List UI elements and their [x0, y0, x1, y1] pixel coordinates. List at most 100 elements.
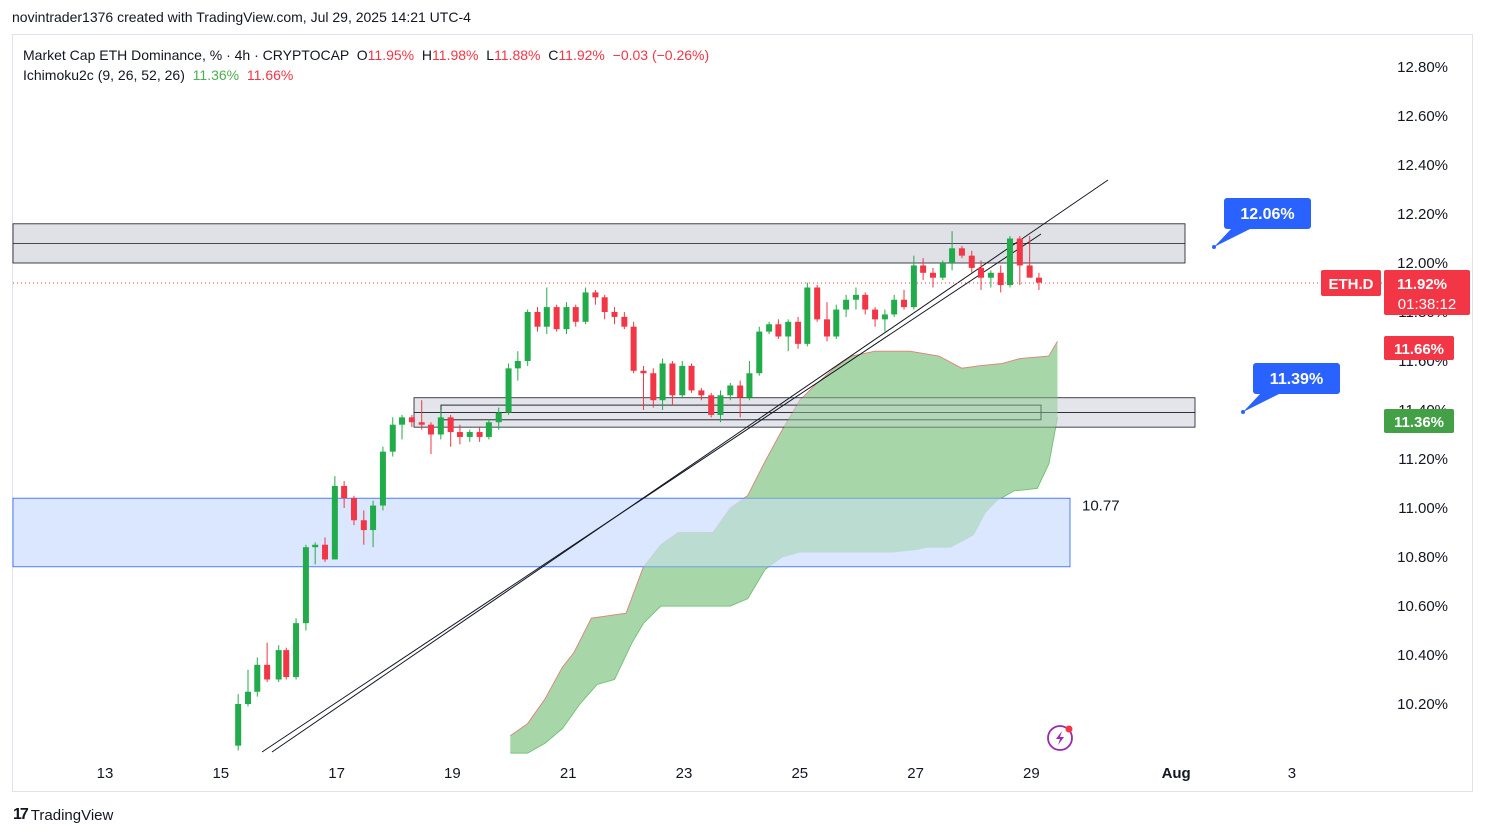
candle-body [572, 307, 579, 322]
alert-icon [1047, 725, 1073, 751]
candle-body [688, 365, 695, 391]
y-tick-label: 10.40% [1397, 647, 1448, 664]
candle [910, 255, 917, 310]
candle-body [929, 272, 936, 278]
candle-body [563, 307, 570, 330]
candle [601, 294, 608, 320]
x-tick-label: 13 [97, 765, 114, 782]
y-tick-label: 12.60% [1397, 108, 1448, 125]
candle-body [293, 623, 300, 678]
candle [476, 427, 483, 442]
candle [437, 410, 444, 440]
candle-body [350, 498, 357, 521]
candle [350, 495, 357, 526]
candle-body [341, 485, 348, 499]
callout-text: 11.39% [1270, 371, 1323, 388]
candle [399, 414, 406, 440]
candle [283, 647, 290, 680]
candle [688, 363, 695, 393]
x-tick-label: 17 [328, 765, 345, 782]
y-tick-label: 10.60% [1397, 598, 1448, 615]
candle-body [920, 265, 927, 273]
callout-pointer [1214, 228, 1252, 247]
candle [987, 270, 994, 288]
x-tick-label: 3 [1288, 765, 1296, 782]
candle [235, 694, 242, 751]
trendlines [261, 179, 1109, 753]
candle [379, 446, 386, 511]
x-tick-label: 19 [444, 765, 461, 782]
candle [833, 304, 840, 339]
candle-body [1035, 277, 1042, 283]
candle-body [1026, 265, 1033, 278]
candle [360, 510, 367, 545]
candle-body [1016, 238, 1023, 266]
callouts: 12.06% 11.39% [1212, 198, 1340, 414]
candle [495, 407, 502, 430]
candle-body [456, 432, 463, 437]
candle [920, 258, 927, 281]
candle [939, 260, 946, 281]
x-tick-label: 21 [560, 765, 577, 782]
candle-body [331, 485, 338, 560]
trendline-1 [271, 179, 1109, 753]
y-tick-label: 12.20% [1397, 206, 1448, 223]
candle [958, 245, 965, 259]
cloud-edge-a [510, 341, 1058, 737]
candle [302, 544, 309, 631]
candle-body [370, 505, 377, 531]
candle [843, 294, 850, 317]
candle-body [987, 272, 994, 278]
candle-body [814, 287, 821, 320]
candle [572, 304, 579, 327]
indicator-name[interactable]: Ichimoku2c (9, 26, 52, 26) [23, 67, 185, 83]
symbol-legend-row: Market Cap ETH Dominance, % · 4h · CRYPT… [23, 45, 709, 65]
candle [611, 307, 618, 325]
candle-body [534, 312, 541, 327]
candle [978, 260, 985, 290]
candle-body [543, 307, 550, 327]
candle-body [283, 650, 290, 678]
candle [737, 380, 744, 418]
candle-body [727, 385, 734, 396]
candle-body [302, 547, 309, 624]
candle-body [485, 422, 492, 437]
candle [408, 414, 415, 428]
x-tick-label: Aug [1162, 765, 1191, 782]
candle-body [275, 650, 282, 680]
candle-body [766, 324, 773, 332]
x-tick-label: 15 [212, 765, 229, 782]
candle [245, 669, 252, 707]
candle-body [611, 312, 618, 317]
symbol-line[interactable]: Market Cap ETH Dominance, % · 4h · CRYPT… [23, 47, 349, 63]
y-tick-label: 11.00% [1398, 500, 1448, 517]
candle-body [746, 373, 753, 398]
y-tick-label: 11.20% [1398, 451, 1448, 468]
candle [456, 424, 463, 445]
candle [505, 363, 512, 415]
candle-body [601, 297, 608, 312]
candle [640, 365, 647, 410]
candle-body [852, 294, 859, 300]
candles [235, 231, 1042, 751]
demand-zone-label: 10.77 [1082, 497, 1120, 514]
callout-dot [1241, 410, 1245, 414]
candle [485, 419, 492, 440]
candle-body [978, 267, 985, 278]
candle [679, 361, 686, 398]
candle [621, 312, 628, 330]
tradingview-logo[interactable]: 17 TradingView [13, 806, 113, 824]
candle-body [679, 365, 686, 396]
candle-body [901, 299, 908, 308]
candle-body [630, 326, 637, 371]
price-tags: ETH.D 11.92% 01:38:12 11.66% 11.36% [1321, 270, 1470, 433]
zones: 10.77 [12, 223, 1196, 753]
candle [872, 307, 879, 327]
x-tick-label: 25 [791, 765, 808, 782]
chart-frame[interactable] [12, 34, 1473, 792]
candle [727, 383, 734, 401]
cloud-overlay [510, 341, 1058, 753]
symbol-tag-text: ETH.D [1329, 276, 1374, 293]
candle [534, 307, 541, 332]
